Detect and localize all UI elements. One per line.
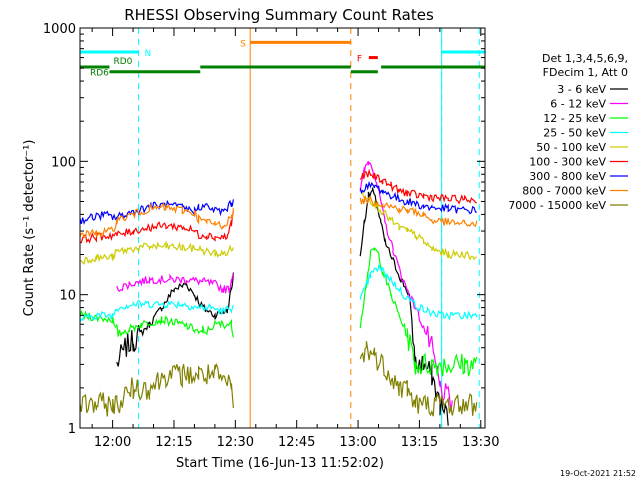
instrument-state-lines xyxy=(80,28,480,428)
chart-title: RHESSI Observing Summary Count Rates xyxy=(124,6,434,24)
legend-header: FDecim 1, Att 0 xyxy=(543,66,628,79)
legend-header: Det 1,3,4,5,6,9, xyxy=(542,52,628,65)
legend-entry-label: 3 - 6 keV xyxy=(557,83,606,96)
state-label-n: N xyxy=(145,49,152,59)
series-line-3 xyxy=(80,264,478,322)
x-tick-label: 12:30 xyxy=(217,435,254,450)
state-label-f: F xyxy=(357,55,362,65)
legend-entry-label: 6 - 12 keV xyxy=(550,98,606,111)
x-tick-label: 12:15 xyxy=(155,435,192,450)
state-label-rd0: RD0 xyxy=(113,57,132,67)
series-line-2 xyxy=(80,246,478,377)
legend-entry-label: 12 - 25 keV xyxy=(543,112,606,125)
x-tick-label: 13:15 xyxy=(401,435,438,450)
y-tick-label: 100 xyxy=(51,155,76,170)
legend-entry-label: 800 - 7000 keV xyxy=(522,185,606,198)
x-tick-label: 13:30 xyxy=(462,435,499,450)
y-axis-label: Count Rate (s⁻¹ detector⁻¹) xyxy=(22,140,37,317)
series-line-4 xyxy=(80,189,477,265)
y-tick-label: 10 xyxy=(59,289,76,304)
state-label-s: S xyxy=(240,39,246,49)
instrument-state-markers xyxy=(80,40,485,74)
axis-ticks: 12:00 12:15 12:30 12:45 13:00 13:15 13:30 1 10 10… xyxy=(43,22,500,450)
x-tick-label: 13:00 xyxy=(339,435,376,450)
date-stamp: 19-Oct-2021 21:52 xyxy=(560,469,636,478)
x-axis-label: Start Time (16-Jun-13 11:52:02) xyxy=(176,456,384,471)
legend: Det 1,3,4,5,6,9,FDecim 1, Att 0 3 - 6 keV… xyxy=(508,52,628,212)
plot-area xyxy=(80,28,485,428)
series-line-5 xyxy=(80,168,478,244)
state-label-rd6: RD6 xyxy=(90,69,109,79)
legend-entry-label: 100 - 300 keV xyxy=(529,156,606,169)
legend-entry-label: 25 - 50 keV xyxy=(543,127,606,140)
marker-labels: N S F RD0 RD6 xyxy=(90,39,362,78)
y-tick-label: 1000 xyxy=(43,22,76,37)
series-line-8 xyxy=(80,341,478,417)
legend-entry-label: 300 - 800 keV xyxy=(529,170,606,183)
series-line-0 xyxy=(116,187,449,426)
series-layer xyxy=(80,160,478,426)
x-tick-label: 12:00 xyxy=(94,435,131,450)
x-tick-label: 12:45 xyxy=(278,435,315,450)
plot-frame xyxy=(79,27,486,429)
y-tick-label: 1 xyxy=(68,422,76,437)
legend-entry-label: 7000 - 15000 keV xyxy=(508,199,606,212)
series-line-7 xyxy=(80,195,478,239)
legend-entry-label: 50 - 100 keV xyxy=(536,141,606,154)
